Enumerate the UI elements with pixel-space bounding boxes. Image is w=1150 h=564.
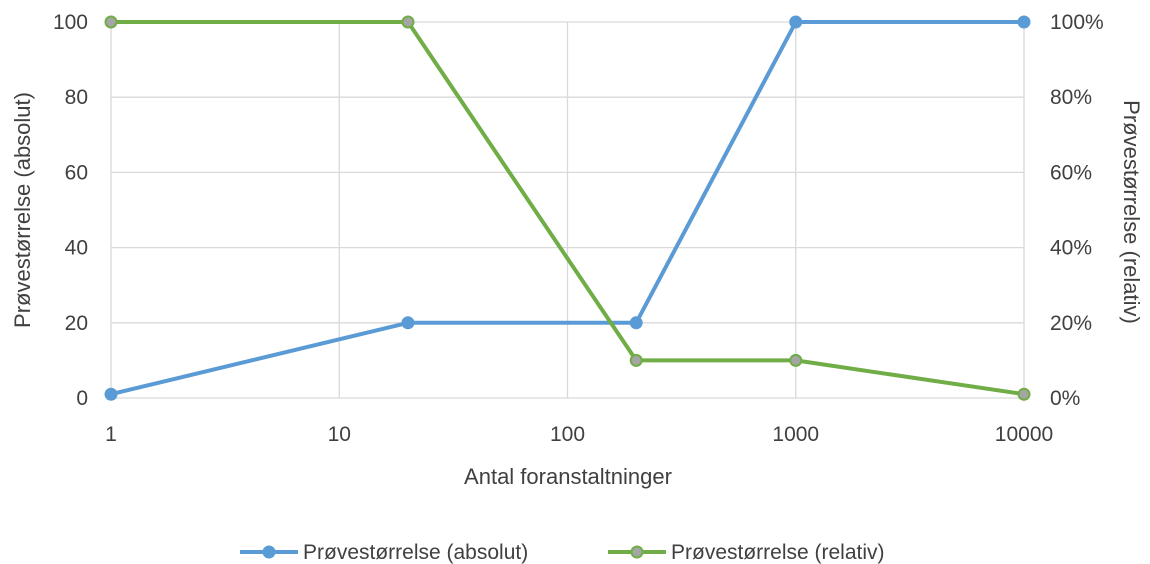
data-point bbox=[401, 316, 415, 330]
y-left-tick-label: 20 bbox=[65, 312, 88, 335]
axes: 0 0% 20 20% 40 40% 60 60% 80 80% 100 100% 1 10 100 1000… bbox=[53, 11, 1104, 446]
legend-marker bbox=[630, 545, 644, 559]
legend-marker bbox=[262, 545, 276, 559]
grid bbox=[110, 21, 1025, 399]
x-tick-label: 10000 bbox=[995, 423, 1053, 446]
y-right-tick-label: 80% bbox=[1050, 86, 1092, 109]
legend-label: Prøvestørrelse (relativ) bbox=[671, 541, 885, 564]
data-point bbox=[104, 387, 118, 401]
legend-label: Prøvestørrelse (absolut) bbox=[303, 541, 528, 564]
y-right-tick-label: 0% bbox=[1050, 387, 1080, 410]
series-2 bbox=[104, 15, 1031, 401]
y-left-tick-label: 0 bbox=[76, 387, 88, 410]
data-point bbox=[1017, 387, 1031, 401]
data-point bbox=[1017, 15, 1031, 29]
y-left-tick-label: 40 bbox=[65, 237, 88, 260]
y-right-tick-label: 20% bbox=[1050, 312, 1092, 335]
x-tick-label: 100 bbox=[550, 423, 585, 446]
y-right-tick-label: 100% bbox=[1050, 11, 1104, 34]
y-left-tick-label: 80 bbox=[65, 86, 88, 109]
y-right-tick-label: 60% bbox=[1050, 161, 1092, 184]
x-tick-label: 1000 bbox=[772, 423, 819, 446]
data-point bbox=[629, 316, 643, 330]
y-axis-left-title: Prøvestørrelse (absolut) bbox=[10, 92, 35, 328]
data-point bbox=[401, 15, 415, 29]
data-point bbox=[104, 15, 118, 29]
data-point bbox=[789, 15, 803, 29]
data-point bbox=[629, 353, 643, 367]
series bbox=[104, 15, 1031, 401]
legend-item: Prøvestørrelse (absolut) bbox=[240, 541, 528, 564]
data-point bbox=[789, 353, 803, 367]
y-axis-right-title: Prøvestørrelse (relativ) bbox=[1119, 100, 1144, 324]
series-1 bbox=[104, 15, 1031, 401]
x-axis-title: Antal foranstaltninger bbox=[464, 464, 672, 489]
legend-item: Prøvestørrelse (relativ) bbox=[608, 541, 885, 564]
x-tick-label: 1 bbox=[105, 423, 117, 446]
y-left-tick-label: 60 bbox=[65, 161, 88, 184]
legend: Prøvestørrelse (absolut) Prøvestørrelse (… bbox=[240, 541, 885, 564]
y-left-tick-label: 100 bbox=[53, 11, 88, 34]
x-tick-label: 10 bbox=[328, 423, 351, 446]
y-right-tick-label: 40% bbox=[1050, 237, 1092, 260]
